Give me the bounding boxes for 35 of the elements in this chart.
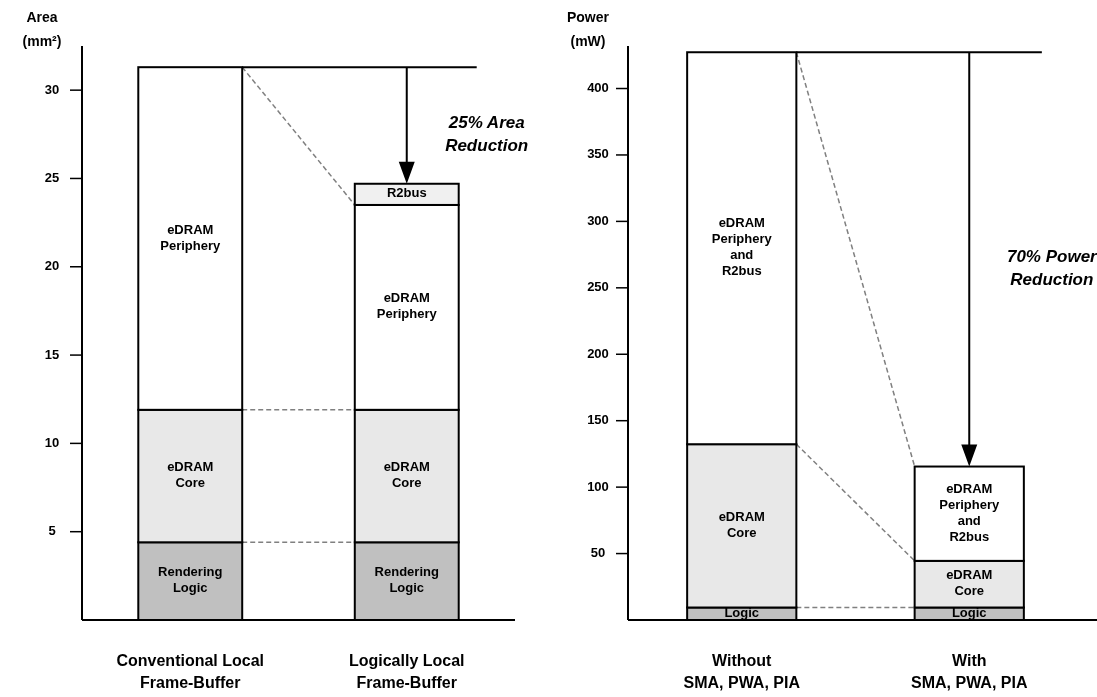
y-tick-label: 350: [587, 146, 609, 162]
y-tick-label: 200: [587, 345, 609, 361]
y-tick-label: 150: [587, 412, 609, 428]
text: eDRAM Core: [167, 459, 214, 491]
y-tick-label: 5: [48, 523, 56, 539]
series-label: R2bus: [386, 185, 427, 201]
series-label: eDRAM Periphery: [376, 290, 438, 322]
text: eDRAM Periphery: [160, 221, 221, 253]
y-tick-label: 30: [44, 81, 60, 97]
y-tick-label: 300: [587, 212, 609, 228]
x-tick-label: Conventional Local Frame-Buffer: [116, 652, 265, 692]
y-tick-label: 10: [44, 434, 60, 450]
text: eDRAM Periphery and R2bus: [711, 215, 772, 279]
y-tick-label: 50: [590, 545, 606, 560]
y-tick-label: 400: [587, 79, 609, 95]
x-tick-label: Logically Local Frame-Buffer: [348, 652, 465, 692]
text: Rendering Logic: [374, 564, 439, 596]
text: Logic: [951, 605, 987, 621]
series-label: Rendering Logic: [158, 564, 223, 596]
annotation: 70% Power Reduction: [1006, 247, 1097, 290]
series-label: Logic: [724, 605, 760, 621]
text: eDRAM Core: [718, 509, 765, 541]
series-label: eDRAM Core: [383, 459, 430, 491]
annotation: 25% Area Reduction: [445, 113, 529, 156]
y-tick-label: 20: [44, 258, 60, 274]
y-axis-title: Power (mW): [566, 8, 610, 49]
x-tick-label: Without SMA, PWA, PIA: [683, 652, 801, 692]
y-tick-label: 250: [587, 279, 609, 295]
series-label: eDRAM Core: [946, 567, 993, 599]
x-tick-label: With SMA, PWA, PIA: [911, 652, 1028, 692]
y-tick-label: 15: [44, 346, 60, 362]
y-axis-title: Area (mm²): [22, 8, 62, 49]
y-tick-label: 100: [587, 478, 609, 494]
series-label: eDRAM Periphery and R2bus: [939, 481, 1000, 545]
y-tick-label: 25: [44, 169, 60, 185]
